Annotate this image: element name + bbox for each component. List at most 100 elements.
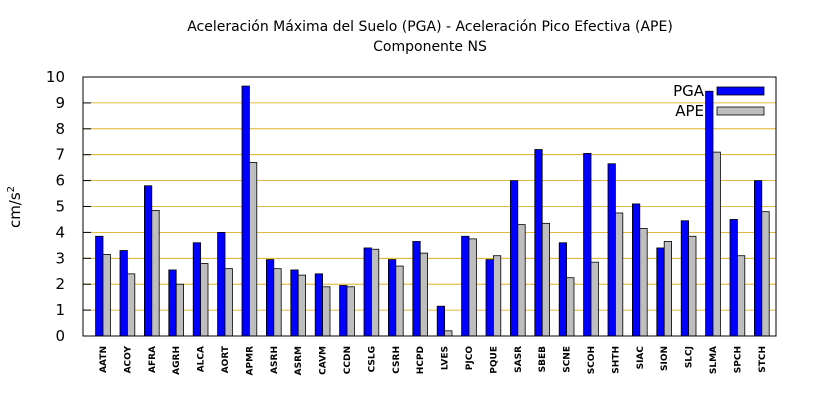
bar-pga bbox=[241, 85, 250, 337]
bar-ape bbox=[688, 235, 697, 337]
x-tick-label: HCPD bbox=[416, 346, 426, 374]
bar-pga bbox=[754, 180, 763, 337]
x-tick-label: AORT bbox=[221, 345, 231, 373]
bar-ape bbox=[200, 263, 209, 337]
y-tick-label: 8 bbox=[55, 120, 65, 138]
x-tick-label: CCDN bbox=[343, 346, 353, 374]
bar-ape bbox=[468, 238, 477, 337]
bar-pga bbox=[461, 235, 470, 337]
x-tick-label: SASR bbox=[514, 346, 524, 373]
bar-pga bbox=[705, 90, 714, 337]
y-axis-label: cm/s2 bbox=[6, 186, 24, 228]
bar-pga bbox=[729, 219, 738, 337]
x-tick-label: CSLG bbox=[367, 346, 377, 372]
y-tick-label: 3 bbox=[55, 249, 65, 267]
bar-ape bbox=[127, 273, 136, 337]
x-tick-label: SIAC bbox=[636, 346, 646, 370]
bar-ape bbox=[566, 277, 575, 337]
bar-pga bbox=[265, 259, 275, 337]
bar-pga bbox=[412, 241, 421, 337]
x-tick-label: ALCA bbox=[197, 346, 207, 372]
legend-swatch bbox=[716, 106, 765, 116]
bar-ape bbox=[248, 162, 258, 337]
bar-pga bbox=[119, 250, 128, 337]
bar-ape bbox=[273, 268, 282, 337]
bar-ape bbox=[444, 330, 453, 337]
bar-ape bbox=[615, 212, 624, 337]
bar-pga bbox=[656, 247, 665, 337]
x-tick-label: AFRA bbox=[148, 346, 158, 373]
bar-ape bbox=[590, 261, 599, 337]
legend-swatch bbox=[716, 86, 765, 96]
y-tick-labels: 0 1 2 3 4 5 6 7 8 9 10 bbox=[46, 68, 91, 345]
x-tick-label: SCNE bbox=[563, 346, 573, 373]
bar-pga bbox=[583, 153, 592, 337]
x-tick-label: CSRH bbox=[392, 346, 402, 374]
y-tick-label: 4 bbox=[55, 223, 65, 241]
legend: PGA APE bbox=[673, 82, 765, 120]
plot-frame bbox=[82, 76, 777, 337]
bar-ape bbox=[541, 222, 551, 337]
x-tick-label: SION bbox=[660, 346, 670, 371]
x-tick-label: SBEB bbox=[538, 346, 548, 372]
bar-ape bbox=[492, 255, 502, 337]
x-tick-label: PQUE bbox=[489, 346, 499, 374]
bar-ape bbox=[370, 248, 380, 337]
chart-subtitle: Componente NS bbox=[373, 39, 487, 55]
bar-ape bbox=[395, 265, 404, 337]
bar-pga bbox=[143, 185, 153, 337]
bar-ape bbox=[224, 268, 233, 337]
bar-pga bbox=[534, 149, 543, 337]
bar-ape bbox=[517, 224, 526, 337]
x-tick-label: SLCJ bbox=[685, 346, 695, 368]
legend-label: PGA bbox=[673, 82, 705, 100]
bar-pga bbox=[95, 235, 104, 337]
x-tick-label: SLMA bbox=[709, 346, 719, 374]
x-tick-label: SPCH bbox=[733, 346, 743, 373]
bar-pga bbox=[217, 231, 226, 337]
x-tick-label: STCH bbox=[758, 346, 768, 373]
bar-pga bbox=[680, 220, 690, 337]
x-tick-label: CAVM bbox=[319, 346, 329, 375]
bar-ape bbox=[297, 274, 307, 337]
legend-label: APE bbox=[675, 102, 704, 120]
bar-ape bbox=[663, 241, 673, 337]
bar-ape bbox=[419, 252, 429, 337]
bar-pga bbox=[168, 269, 177, 337]
bar-ape bbox=[175, 283, 184, 337]
bar-ape bbox=[737, 255, 746, 337]
x-tick-label: SCOH bbox=[587, 346, 597, 374]
y-tick-label: 10 bbox=[46, 68, 65, 86]
bar-pga bbox=[607, 163, 616, 337]
y-tick-label: 5 bbox=[55, 198, 65, 216]
y-tick-label: 7 bbox=[55, 146, 65, 164]
y-axis-label-exponent: 2 bbox=[6, 186, 17, 192]
bar-ape bbox=[761, 211, 770, 337]
bar-ape bbox=[712, 151, 721, 337]
x-tick-label: AATN bbox=[99, 346, 109, 373]
bar-pga bbox=[339, 285, 348, 337]
bar-pga bbox=[387, 259, 397, 337]
x-tick-label: AGRH bbox=[172, 346, 182, 375]
x-tick-label: LVES bbox=[441, 346, 451, 370]
bar-pga bbox=[485, 259, 494, 337]
bar-ape bbox=[102, 254, 111, 337]
bar-pga bbox=[314, 273, 324, 337]
y-axis-label-base: cm/s bbox=[6, 192, 24, 228]
x-tick-label: ASRM bbox=[294, 346, 304, 375]
chart-title: Aceleración Máxima del Suelo (PGA) - Ace… bbox=[187, 19, 673, 35]
x-tick-label: PJCO bbox=[465, 346, 475, 371]
bar-pga bbox=[363, 247, 372, 337]
bar-pga bbox=[632, 203, 641, 337]
gridlines bbox=[83, 102, 776, 311]
x-tick-labels: AATN ACOY AFRA AGRH ALCA AORT APMR ASRH ASRM CAVM… bbox=[99, 345, 768, 375]
x-tick-label: SHTH bbox=[611, 346, 621, 374]
bars bbox=[95, 85, 770, 337]
bar-ape bbox=[151, 209, 160, 337]
bar-pga bbox=[192, 242, 201, 337]
y-tick-label: 0 bbox=[55, 327, 65, 345]
bar-ape bbox=[346, 286, 355, 337]
x-tick-label: ACOY bbox=[123, 346, 133, 374]
bar-pga bbox=[558, 242, 568, 337]
